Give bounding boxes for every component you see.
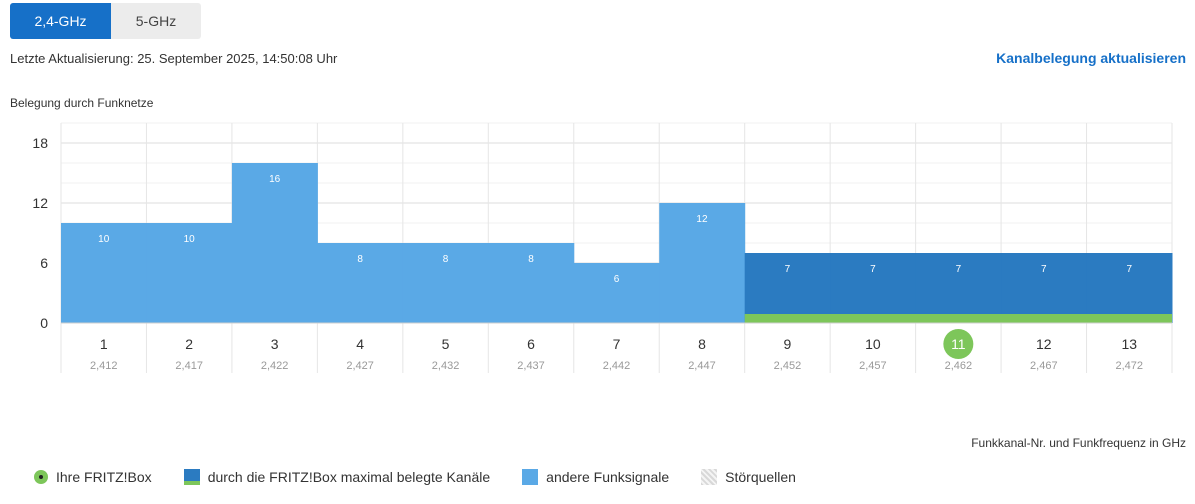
refresh-channels-link[interactable]: Kanalbelegung aktualisieren (996, 50, 1186, 66)
legend-label-max-channels: durch die FRITZ!Box maximal belegte Kanä… (207, 469, 491, 485)
x-tick-label-channel: 11 (951, 336, 966, 352)
x-tick-label-frequency: 2,467 (1030, 360, 1058, 372)
bar-value-label: 8 (357, 254, 363, 265)
x-tick-label-frequency: 2,417 (175, 360, 203, 372)
interference-swatch-icon (701, 469, 718, 485)
x-tick-label-frequency: 2,422 (261, 360, 289, 372)
bar-value-label: 8 (528, 254, 534, 265)
legend-item-interference: Störquellen (701, 469, 796, 485)
fritzbox-channel-marker (943, 329, 974, 359)
legend: Ihre FRITZ!Box durch die FRITZ!Box maxim… (34, 469, 828, 485)
bar-channel-8 (659, 203, 746, 323)
tab-2-4-ghz[interactable]: 2,4-GHz (10, 3, 111, 39)
x-tick-label-channel: 4 (356, 336, 364, 352)
bar-channel-9 (744, 253, 831, 323)
fritzbox-occupied-range (744, 314, 1172, 323)
tab-5-ghz[interactable]: 5-GHz (111, 3, 201, 39)
x-tick-label-channel: 1 (100, 336, 108, 352)
max-channels-swatch-icon (183, 469, 200, 485)
bar-channel-12 (1001, 253, 1088, 323)
bar-channel-6 (488, 243, 575, 323)
x-tick-label-frequency: 2,432 (432, 360, 460, 372)
bar-value-label: 7 (870, 264, 876, 275)
x-tick-label-frequency: 2,472 (1116, 360, 1144, 372)
y-tick-label: 0 (40, 315, 48, 331)
bar-value-label: 7 (956, 264, 962, 275)
x-tick-label-channel: 8 (698, 336, 706, 352)
last-update-text: Letzte Aktualisierung: 25. September 202… (10, 51, 338, 66)
channel-occupancy-chart: 0 6 12 18 10 10 16 8 8 8 6 12 7 7 7 7 7 1 2,412 2 2,417 3 2,42… (32, 122, 1173, 373)
bar-channel-10 (830, 253, 917, 323)
x-tick-label-channel: 6 (527, 336, 535, 352)
x-tick-label-channel: 9 (784, 336, 792, 352)
x-tick-label-channel: 10 (865, 336, 881, 352)
bar-value-label: 6 (614, 274, 620, 285)
bar-value-label: 12 (696, 214, 708, 225)
x-tick-label-channel: 5 (442, 336, 450, 352)
x-tick-label-channel: 12 (1036, 336, 1052, 352)
y-tick-label: 12 (32, 195, 48, 211)
bar-value-label: 7 (1041, 264, 1047, 275)
y-tick-label: 18 (32, 135, 48, 151)
bar-channel-11 (915, 253, 1002, 323)
axis-caption: Funkkanal-Nr. und Funkfrequenz in GHz (971, 436, 1186, 450)
other-signals-swatch-icon (522, 469, 539, 485)
fritzbox-marker-icon (34, 470, 48, 484)
bar-channel-5 (402, 243, 489, 323)
x-tick-label-channel: 13 (1121, 336, 1137, 352)
bar-value-label: 10 (98, 234, 110, 245)
x-tick-label-frequency: 2,452 (774, 360, 802, 372)
x-tick-label-frequency: 2,457 (859, 360, 887, 372)
bar-channel-13 (1086, 253, 1173, 323)
x-tick-label-frequency: 2,427 (346, 360, 374, 372)
legend-item-fritzbox: Ihre FRITZ!Box (34, 469, 152, 485)
bar-value-label: 16 (269, 174, 281, 185)
bar-value-label: 7 (1126, 264, 1132, 275)
x-tick-label-channel: 7 (613, 336, 621, 352)
bar-channel-1 (61, 223, 147, 323)
x-tick-label-channel: 3 (271, 336, 279, 352)
x-tick-label-frequency: 2,447 (688, 360, 716, 372)
legend-label-other-signals: andere Funksignale (546, 469, 670, 485)
band-tabs: 2,4-GHz 5-GHz (10, 3, 201, 39)
x-tick-label-frequency: 2,462 (945, 360, 973, 372)
x-tick-label-frequency: 2,442 (603, 360, 631, 372)
bar-value-label: 8 (443, 254, 449, 265)
bar-channel-4 (317, 243, 404, 323)
x-tick-label-frequency: 2,437 (517, 360, 545, 372)
legend-label-interference: Störquellen (725, 469, 796, 485)
legend-item-other-signals: andere Funksignale (522, 469, 669, 485)
x-tick-label-channel: 2 (185, 336, 193, 352)
bar-channel-7 (573, 263, 660, 323)
bar-value-label: 10 (184, 234, 196, 245)
chart-title: Belegung durch Funknetze (10, 96, 154, 110)
x-tick-label-frequency: 2,412 (90, 360, 118, 372)
bar-value-label: 7 (785, 264, 791, 275)
legend-label-fritzbox: Ihre FRITZ!Box (56, 469, 152, 485)
bar-channel-2 (146, 223, 233, 323)
bar-channel-3 (231, 163, 318, 323)
legend-item-max-channels: durch die FRITZ!Box maximal belegte Kanä… (183, 469, 491, 485)
y-tick-label: 6 (40, 255, 48, 271)
